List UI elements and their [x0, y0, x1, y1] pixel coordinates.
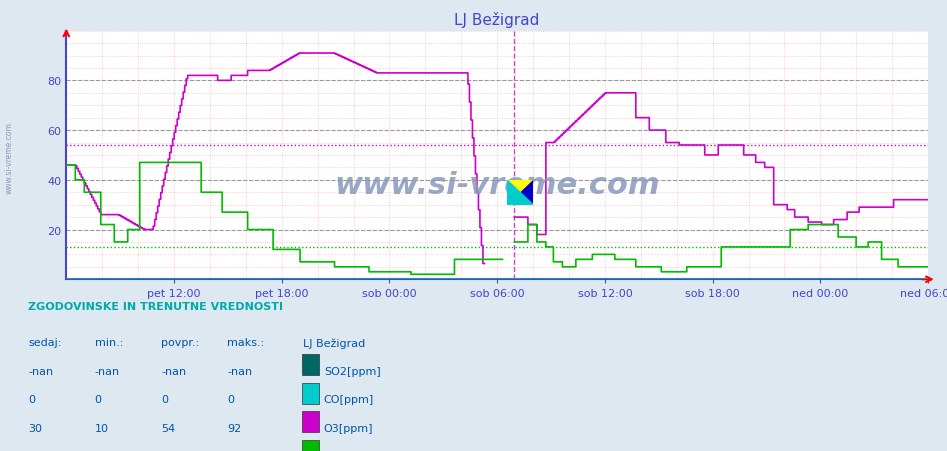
Text: SO2[ppm]: SO2[ppm]	[324, 366, 381, 376]
Text: CO[ppm]: CO[ppm]	[324, 394, 374, 404]
Text: sedaj:: sedaj:	[28, 337, 62, 347]
Text: www.si-vreme.com: www.si-vreme.com	[5, 122, 14, 194]
Text: ZGODOVINSKE IN TRENUTNE VREDNOSTI: ZGODOVINSKE IN TRENUTNE VREDNOSTI	[28, 301, 283, 311]
Text: min.:: min.:	[95, 337, 123, 347]
Text: -nan: -nan	[161, 366, 187, 376]
Polygon shape	[507, 180, 533, 205]
Text: 10: 10	[95, 423, 109, 433]
Bar	[302, 354, 319, 375]
Text: maks.:: maks.:	[227, 337, 264, 347]
Bar	[302, 411, 319, 432]
Text: www.si-vreme.com: www.si-vreme.com	[334, 171, 660, 200]
Text: -nan: -nan	[95, 366, 120, 376]
Text: 0: 0	[28, 394, 35, 404]
Text: -nan: -nan	[227, 366, 253, 376]
Polygon shape	[507, 180, 533, 205]
Text: 0: 0	[227, 394, 234, 404]
Title: LJ Bežigrad: LJ Bežigrad	[455, 12, 540, 28]
Bar	[302, 440, 319, 451]
Text: 30: 30	[28, 423, 43, 433]
Bar	[302, 383, 319, 404]
Text: 54: 54	[161, 423, 175, 433]
Text: 0: 0	[161, 394, 168, 404]
Text: O3[ppm]: O3[ppm]	[324, 423, 373, 433]
Text: povpr.:: povpr.:	[161, 337, 199, 347]
Text: 0: 0	[95, 394, 101, 404]
Text: -nan: -nan	[28, 366, 54, 376]
Text: LJ Bežigrad: LJ Bežigrad	[303, 337, 366, 348]
Text: 92: 92	[227, 423, 241, 433]
Polygon shape	[507, 180, 533, 205]
